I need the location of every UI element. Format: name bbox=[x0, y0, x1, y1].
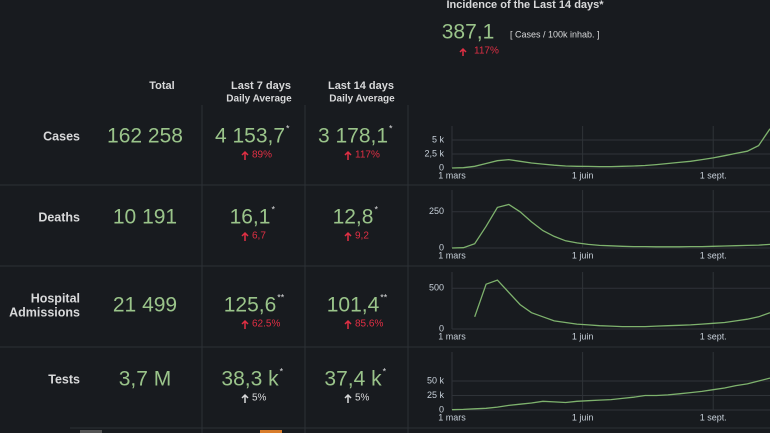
col-header: Total bbox=[149, 80, 174, 92]
row-label: Hospital bbox=[31, 291, 80, 305]
row-label: Cases bbox=[43, 129, 80, 143]
stat-value: 37,4 k bbox=[324, 368, 382, 391]
up-arrow bbox=[459, 47, 467, 56]
x-tick-label: 1 mars bbox=[438, 412, 466, 422]
y-tick-label: 50 k bbox=[427, 375, 445, 385]
y-tick-label: 250 bbox=[429, 206, 444, 216]
series-line bbox=[451, 128, 770, 169]
row-label: Deaths bbox=[38, 210, 80, 224]
up-arrow bbox=[344, 150, 352, 160]
up-arrow bbox=[241, 393, 249, 403]
tab bbox=[260, 430, 282, 433]
stat-delta: 62.5% bbox=[252, 319, 280, 330]
total-value: 21 499 bbox=[113, 294, 177, 317]
x-tick-label: 1 sept. bbox=[700, 250, 727, 260]
y-tick-label: 0 bbox=[439, 404, 444, 414]
tab bbox=[80, 430, 102, 433]
col-subheader: Daily Average bbox=[329, 94, 395, 105]
y-tick-label: 25 k bbox=[427, 390, 445, 400]
series-line bbox=[451, 203, 770, 249]
up-arrow bbox=[241, 150, 249, 160]
up-arrow bbox=[241, 319, 249, 329]
stat-value: 12,8 bbox=[333, 206, 374, 229]
x-tick-label: 1 mars bbox=[438, 331, 466, 341]
stat-delta: 6,7 bbox=[252, 231, 266, 242]
y-tick-label: 500 bbox=[429, 283, 444, 293]
y-tick-label: 0 bbox=[439, 242, 444, 252]
x-tick-label: 1 sept. bbox=[700, 331, 727, 341]
y-tick-label: 2,5 k bbox=[424, 148, 444, 158]
stat-delta: 89% bbox=[252, 150, 272, 161]
stat-value: 16,1 bbox=[230, 206, 271, 229]
up-arrow bbox=[241, 231, 249, 241]
stat-mark: * bbox=[280, 366, 284, 376]
stat-delta: 85.6% bbox=[355, 319, 383, 330]
total-value: 3,7 M bbox=[119, 368, 172, 391]
row-label: Admissions bbox=[9, 305, 80, 319]
col-subheader: Daily Average bbox=[226, 94, 292, 105]
x-tick-label: 1 mars bbox=[438, 250, 466, 260]
col-header: Last 14 days bbox=[328, 80, 394, 92]
stat-delta: 9,2 bbox=[355, 231, 369, 242]
stat-value: 4 153,7 bbox=[215, 125, 285, 148]
total-value: 162 258 bbox=[107, 125, 183, 148]
x-tick-label: 1 juin bbox=[572, 331, 594, 341]
x-tick-label: 1 sept. bbox=[700, 412, 727, 422]
stat-mark: * bbox=[389, 123, 393, 133]
stat-delta: 5% bbox=[252, 393, 267, 404]
header-value: 387,1 bbox=[442, 21, 495, 44]
up-arrow bbox=[344, 393, 352, 403]
col-header: Last 7 days bbox=[231, 80, 291, 92]
series-line bbox=[474, 279, 770, 328]
up-arrow bbox=[344, 231, 352, 241]
x-tick-label: 1 mars bbox=[438, 170, 466, 180]
stat-delta: 5% bbox=[355, 393, 370, 404]
series-line bbox=[451, 377, 770, 411]
y-tick-label: 0 bbox=[439, 162, 444, 172]
header-unit: [ Cases / 100k inhab. ] bbox=[510, 29, 600, 39]
x-tick-label: 1 juin bbox=[572, 170, 594, 180]
y-tick-label: 0 bbox=[439, 323, 444, 333]
row-label: Tests bbox=[48, 372, 80, 386]
x-tick-label: 1 juin bbox=[572, 412, 594, 422]
stat-mark: * bbox=[271, 204, 275, 214]
stat-value: 101,4 bbox=[327, 294, 380, 317]
stat-value: 38,3 k bbox=[221, 368, 279, 391]
stat-mark: * bbox=[374, 204, 378, 214]
stat-value: 125,6 bbox=[224, 294, 277, 317]
stat-mark: * bbox=[286, 123, 290, 133]
header-title: Incidence of the Last 14 days* bbox=[446, 0, 604, 11]
x-tick-label: 1 sept. bbox=[700, 170, 727, 180]
cell-borders bbox=[0, 105, 770, 433]
up-arrow bbox=[344, 319, 352, 329]
stat-mark: ** bbox=[380, 292, 388, 302]
stat-value: 3 178,1 bbox=[318, 125, 388, 148]
header-delta: 117% bbox=[474, 46, 499, 57]
total-value: 10 191 bbox=[113, 206, 177, 229]
stat-mark: * bbox=[383, 366, 387, 376]
y-tick-label: 5 k bbox=[432, 134, 445, 144]
stat-delta: 117% bbox=[355, 150, 380, 161]
stat-mark: ** bbox=[277, 292, 285, 302]
x-tick-label: 1 juin bbox=[572, 250, 594, 260]
